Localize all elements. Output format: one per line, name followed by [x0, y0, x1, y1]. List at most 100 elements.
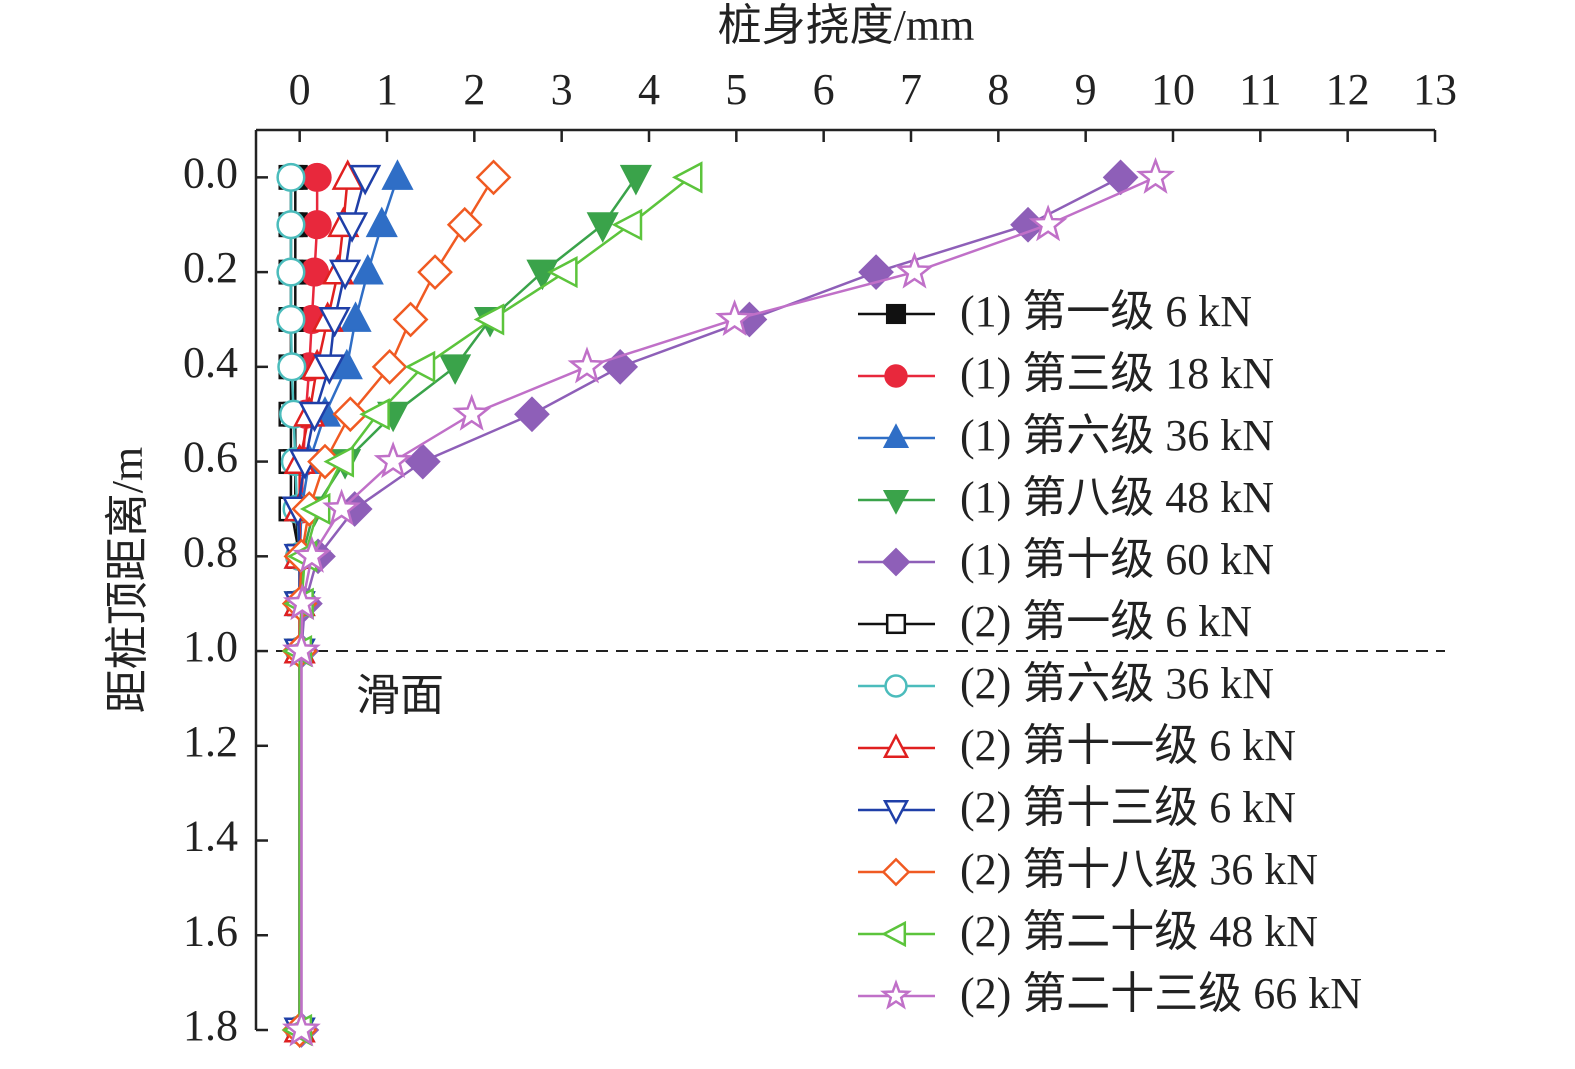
marker	[322, 488, 361, 526]
marker	[392, 301, 429, 338]
marker	[329, 259, 362, 291]
marker	[884, 674, 908, 698]
marker	[371, 348, 408, 385]
marker	[881, 857, 911, 887]
marker	[339, 301, 372, 332]
legend-label: (2) 第十八级 36 kN	[960, 845, 1318, 894]
marker	[881, 920, 907, 948]
marker	[302, 210, 332, 240]
marker	[299, 492, 331, 526]
marker	[313, 354, 346, 385]
x-tick-label: 0	[289, 65, 311, 114]
marker	[547, 256, 578, 289]
legend-label: (2) 第二十三级 66 kN	[960, 969, 1362, 1018]
marker	[514, 396, 550, 433]
marker	[282, 583, 322, 621]
marker	[417, 254, 453, 290]
marker	[885, 613, 907, 635]
x-tick-label: 1	[376, 65, 398, 114]
marker	[332, 396, 369, 433]
x-tick-label: 9	[1075, 65, 1097, 114]
x-tick-label: 12	[1326, 65, 1370, 114]
marker	[611, 208, 643, 241]
marker	[276, 304, 306, 335]
marker	[619, 164, 652, 196]
y-tick-label: 1.4	[183, 812, 238, 861]
y-tick-label: 0.8	[183, 527, 238, 576]
legend-label: (2) 第十一级 6 kN	[960, 721, 1296, 770]
y-tick-label: 0.6	[183, 433, 238, 482]
marker	[1028, 204, 1068, 242]
x-tick-label: 2	[463, 65, 485, 114]
y-tick-label: 1.8	[183, 1001, 238, 1050]
x-axis-title: 桩身挠度/mm	[718, 1, 975, 50]
marker	[882, 423, 910, 449]
marker	[359, 398, 390, 431]
x-tick-label: 4	[638, 65, 660, 114]
legend-label: (1) 第六级 36 kN	[960, 411, 1274, 460]
y-tick-label: 1.6	[183, 906, 238, 955]
marker	[882, 733, 910, 759]
x-tick-label: 10	[1151, 65, 1195, 114]
marker	[318, 307, 351, 338]
marker	[349, 164, 382, 196]
y-axis-title: 距桩顶距离/m	[103, 447, 152, 713]
legend-label: (2) 第十三级 6 kN	[960, 783, 1296, 832]
x-tick-label: 7	[900, 65, 922, 114]
legend-label: (1) 第一级 6 kN	[960, 287, 1252, 336]
marker	[473, 303, 505, 336]
x-tick-label: 6	[813, 65, 835, 114]
marker	[895, 251, 934, 289]
legend-label: (1) 第三级 18 kN	[960, 349, 1274, 398]
x-tick-label: 13	[1413, 65, 1457, 114]
marker	[381, 159, 414, 190]
marker	[586, 212, 619, 243]
marker	[858, 254, 894, 290]
marker	[276, 257, 306, 287]
marker	[373, 441, 413, 479]
marker	[276, 210, 306, 240]
y-tick-label: 0.4	[183, 338, 238, 387]
marker	[452, 393, 492, 431]
x-tick-label: 3	[551, 65, 573, 114]
marker	[292, 535, 332, 573]
marker	[881, 547, 911, 577]
marker	[567, 346, 607, 384]
legend-label: (2) 第六级 36 kN	[960, 659, 1274, 708]
marker	[365, 206, 398, 238]
marker	[323, 445, 355, 478]
x-tick-label: 5	[725, 65, 747, 114]
legend-label: (2) 第二十级 48 kN	[960, 907, 1318, 956]
marker	[884, 364, 908, 388]
marker	[335, 212, 369, 243]
legend-label: (1) 第八级 48 kN	[960, 473, 1274, 522]
marker	[277, 352, 307, 382]
marker	[351, 254, 384, 285]
marker	[298, 401, 331, 433]
y-tick-label: 1.2	[183, 717, 238, 766]
x-tick-label: 11	[1239, 65, 1281, 114]
marker	[880, 979, 912, 1010]
annotation: 滑面	[356, 671, 444, 720]
marker	[882, 489, 910, 515]
marker	[404, 350, 436, 383]
marker	[671, 161, 703, 194]
marker	[526, 259, 559, 291]
y-tick-label: 0.0	[183, 148, 238, 197]
marker	[475, 159, 512, 196]
marker	[446, 206, 483, 243]
marker	[282, 1009, 321, 1047]
y-tick-label: 0.2	[183, 243, 238, 292]
marker	[882, 799, 910, 825]
marker	[302, 162, 332, 192]
marker	[885, 303, 907, 325]
marker	[715, 299, 754, 336]
series-line	[298, 176, 637, 1030]
legend-label: (1) 第十级 60 kN	[960, 535, 1274, 584]
marker	[1136, 156, 1175, 194]
y-tick-label: 1.0	[183, 622, 238, 671]
legend-label: (2) 第一级 6 kN	[960, 597, 1252, 646]
marker	[276, 162, 306, 192]
marker	[439, 354, 472, 385]
